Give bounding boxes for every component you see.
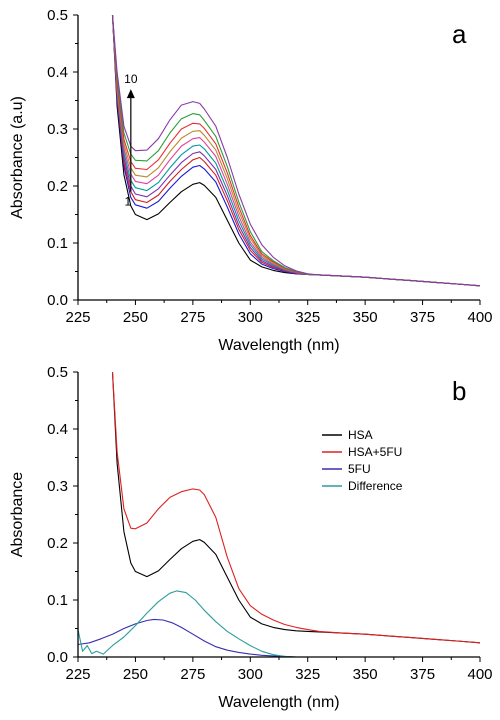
y-tick-label: 0.4 bbox=[47, 421, 68, 438]
x-tick-label: 325 bbox=[295, 309, 320, 326]
y-axis-label: Absorbance bbox=[9, 472, 26, 557]
panel-label: a bbox=[452, 19, 467, 49]
x-tick-label: 250 bbox=[123, 309, 148, 326]
series-group bbox=[78, 372, 480, 657]
x-tick-label: 300 bbox=[238, 309, 263, 326]
y-tick-label: 0.5 bbox=[47, 7, 68, 24]
legend-label: HSA bbox=[348, 428, 373, 442]
series-line-hsa bbox=[111, 372, 480, 644]
legend-label: 5FU bbox=[348, 462, 371, 476]
series-line-10 bbox=[111, 15, 480, 287]
legend-label: Difference bbox=[348, 479, 403, 493]
x-tick-label: 400 bbox=[467, 309, 492, 326]
x-axis-label: Wavelength (nm) bbox=[218, 337, 339, 354]
x-tick-label: 225 bbox=[65, 666, 90, 683]
x-tick-label: 275 bbox=[180, 666, 205, 683]
series-line-hsa-5fu bbox=[111, 372, 480, 644]
annotation-arrow-head bbox=[126, 89, 135, 99]
series-line-4 bbox=[111, 15, 480, 287]
y-tick-label: 0.1 bbox=[47, 592, 68, 609]
legend: HSA HSA+5FU 5FU Difference bbox=[322, 428, 403, 493]
y-tick-label: 0.3 bbox=[47, 121, 68, 138]
y-axis-label: Absorbance (a.u) bbox=[9, 96, 26, 219]
annotation-bottom-label: 1 bbox=[124, 195, 131, 209]
y-tick-label: 0.0 bbox=[47, 292, 68, 309]
x-tick-label: 275 bbox=[180, 309, 205, 326]
x-tick-label: 325 bbox=[295, 666, 320, 683]
series-line-difference bbox=[78, 590, 480, 657]
series-line-9 bbox=[111, 15, 480, 287]
y-tick-label: 0.2 bbox=[47, 535, 68, 552]
series-line-7 bbox=[111, 15, 480, 287]
series-line-5fu bbox=[78, 618, 480, 657]
x-tick-label: 375 bbox=[410, 666, 435, 683]
chart-panel-a: 225 250 275 300 325 350 375 400 0.0 0.1 0.2 0.3 0.4 0… bbox=[9, 7, 493, 354]
x-tick-label: 225 bbox=[65, 309, 90, 326]
legend-label: HSA+5FU bbox=[348, 445, 402, 459]
series-line-2 bbox=[111, 15, 480, 287]
x-tick-label: 375 bbox=[410, 309, 435, 326]
series-line-8 bbox=[111, 15, 480, 287]
y-tick-label: 0.1 bbox=[47, 235, 68, 252]
series-line-5 bbox=[111, 15, 480, 287]
y-tick-label: 0.2 bbox=[47, 178, 68, 195]
y-tick-label: 0.4 bbox=[47, 64, 68, 81]
series-group bbox=[111, 15, 480, 287]
chart-panel-b: 225 250 275 300 325 350 375 400 0.0 0.1 0.2 0.3 0.4 0… bbox=[9, 364, 493, 711]
panel-label: b bbox=[452, 376, 466, 406]
y-tick-label: 0.3 bbox=[47, 478, 68, 495]
x-tick-label: 400 bbox=[467, 666, 492, 683]
y-tick-label: 0.5 bbox=[47, 364, 68, 381]
series-line-6 bbox=[111, 15, 480, 287]
x-tick-label: 250 bbox=[123, 666, 148, 683]
series-line-3 bbox=[111, 15, 480, 287]
x-axis-label: Wavelength (nm) bbox=[218, 694, 339, 711]
series-line-1 bbox=[111, 15, 480, 287]
x-tick-label: 350 bbox=[353, 666, 378, 683]
y-tick-label: 0.0 bbox=[47, 649, 68, 666]
x-tick-label: 350 bbox=[353, 309, 378, 326]
x-tick-label: 300 bbox=[238, 666, 263, 683]
annotation-top-label: 10 bbox=[124, 72, 138, 86]
